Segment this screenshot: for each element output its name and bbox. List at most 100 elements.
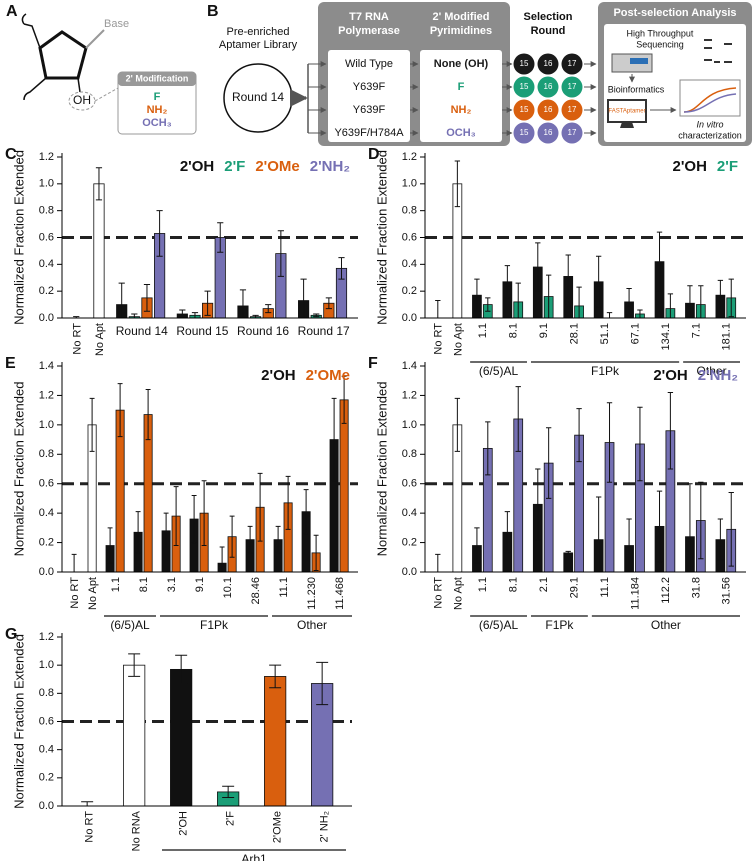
round-number: 15 — [520, 59, 529, 68]
x-tick-label: 10.1 — [222, 577, 234, 598]
sequencer-icon — [630, 58, 648, 64]
polymerase: Y639F — [353, 104, 386, 116]
y-tick-label: 0.4 — [402, 507, 417, 519]
header: Selection — [524, 11, 573, 23]
y-tick-label: 1.0 — [39, 419, 54, 431]
error-bar — [325, 297, 332, 310]
group-label: F1Pk — [545, 618, 574, 632]
y-tick-label: 1.4 — [39, 360, 54, 372]
y-tick-label: 1.0 — [39, 659, 54, 671]
header: T7 RNA — [349, 11, 389, 23]
x-tick-label: 29.1 — [569, 577, 581, 598]
y-tick-label: 1.2 — [402, 151, 417, 163]
y-tick-label: 1.2 — [39, 151, 54, 163]
modification: F — [154, 91, 161, 103]
round-number: 15 — [520, 82, 529, 91]
x-tick-label: 11.1 — [599, 577, 611, 598]
y-axis-label: Normalized Fraction Extended — [11, 382, 26, 557]
polymerase: Wild Type — [345, 58, 393, 70]
y-tick-label: 0.8 — [402, 205, 417, 217]
error-bar — [515, 386, 521, 452]
error-bar — [313, 313, 320, 318]
y-tick-label: 0.6 — [39, 715, 54, 727]
group-label: Other — [697, 364, 727, 378]
error-bar — [316, 661, 329, 706]
error-bar — [143, 283, 151, 312]
y-axis-label: Normalized Fraction Extended — [11, 634, 26, 809]
round-circle — [513, 53, 535, 75]
y-tick-label: 1.2 — [402, 389, 417, 401]
y-tick-label: 1.2 — [39, 389, 54, 401]
x-tick-label: No RT — [433, 577, 445, 609]
y-tick-label: 1.0 — [402, 419, 417, 431]
header: Post-selection Analysis — [613, 7, 736, 19]
error-bar — [145, 389, 151, 441]
bar — [123, 664, 146, 807]
error-bar — [728, 492, 734, 567]
x-tick-label: No RNA — [130, 810, 142, 851]
error-bar — [217, 222, 224, 253]
bar — [563, 552, 574, 573]
x-tick-label: No Apt — [452, 323, 464, 356]
x-tick-label: 181.1 — [721, 323, 733, 351]
x-tick-label: No Apt — [87, 577, 99, 610]
legend-entry: 2'F — [717, 158, 738, 175]
group-label: Arb1 — [241, 852, 267, 861]
error-bar — [117, 383, 123, 438]
y-axis-label: Normalized Fraction Extended — [374, 382, 389, 557]
round-circle — [513, 76, 535, 98]
pyrimidine: F — [458, 81, 465, 93]
y-tick-label: 0.8 — [39, 205, 54, 217]
polymerase: Y639F — [353, 81, 386, 93]
y-tick-label: 0.0 — [39, 312, 54, 324]
error-bar — [175, 654, 188, 684]
group-label: (6/5)AL — [479, 364, 519, 378]
panel-label: F — [368, 355, 378, 372]
round-label: Round 14 — [232, 90, 284, 104]
x-tick-label: Round 16 — [237, 324, 289, 338]
monitor-icon — [620, 122, 634, 128]
error-bar — [303, 489, 309, 535]
round-number: 16 — [544, 82, 553, 91]
oh-label: OH — [73, 93, 91, 107]
error-bar — [201, 480, 207, 547]
round-number: 15 — [520, 128, 529, 137]
group-label: F1Pk — [200, 618, 229, 632]
round-number: 16 — [544, 128, 553, 137]
legend-entry: 2'NH₂ — [310, 158, 350, 175]
round-circle — [537, 122, 559, 144]
y-axis-label: Normalized Fraction Extended — [11, 150, 26, 325]
x-tick-label: 8.1 — [508, 323, 520, 338]
panel-label: A — [6, 3, 18, 20]
error-bar — [257, 472, 263, 542]
error-bar — [637, 406, 643, 482]
legend-entry: 2'F — [224, 158, 245, 175]
round-circle — [537, 99, 559, 121]
error-bar — [595, 255, 602, 308]
x-tick-label: Round 14 — [116, 324, 168, 338]
round-circle — [561, 122, 583, 144]
x-tick-label: 134.1 — [660, 323, 672, 351]
x-tick-label: 67.1 — [629, 323, 641, 344]
round-circle — [513, 122, 535, 144]
y-tick-label: 0.8 — [39, 687, 54, 699]
x-tick-label: 28.1 — [569, 323, 581, 344]
x-tick-label: 7.1 — [690, 323, 702, 338]
panel-b: B Pre-enriched Aptamer Library Round 14 … — [207, 2, 752, 146]
x-tick-label: 31.8 — [690, 577, 702, 598]
error-bar — [128, 653, 141, 677]
group-label: (6/5)AL — [479, 618, 519, 632]
error-bar — [285, 475, 291, 530]
legend-entry: 2'OH — [673, 158, 707, 175]
y-tick-label: 0.2 — [39, 285, 54, 297]
y-tick-label: 0.0 — [402, 566, 417, 578]
round-number: 17 — [568, 105, 577, 114]
x-tick-label: 31.56 — [721, 577, 733, 605]
mod-box-title: 2' Modification — [126, 73, 189, 83]
x-tick-label: 11.184 — [629, 577, 641, 610]
library-label: Pre-enriched — [227, 26, 290, 38]
bar — [339, 399, 349, 573]
error-bar — [565, 254, 571, 299]
x-tick-label: Round 17 — [298, 324, 350, 338]
x-tick-label: No RT — [71, 323, 83, 355]
